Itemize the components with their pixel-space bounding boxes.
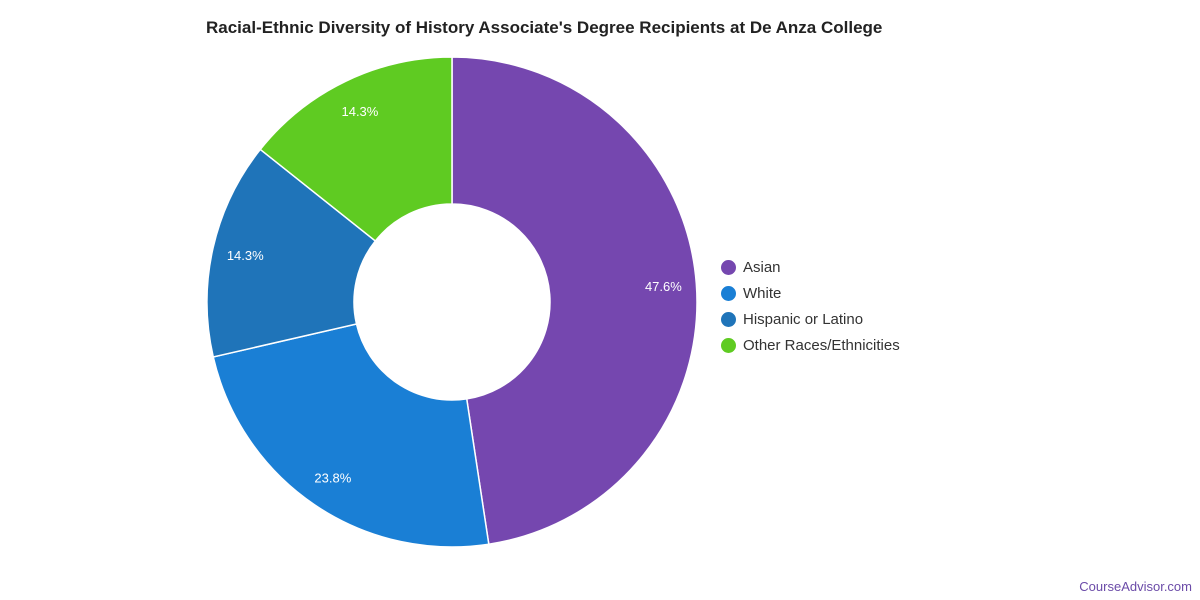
legend-item[interactable]: Hispanic or Latino: [721, 306, 900, 332]
legend-swatch-icon: [721, 311, 736, 327]
legend-swatch-icon: [721, 285, 736, 301]
legend: Asian White Hispanic or Latino Other Races/…: [721, 254, 900, 358]
legend-item[interactable]: White: [721, 280, 900, 306]
footer-brand[interactable]: CourseAdvisor.com: [1079, 579, 1192, 594]
legend-swatch-icon: [721, 337, 736, 353]
legend-label: Asian: [743, 258, 781, 276]
slice-hispanic-or-latino[interactable]: [206, 148, 377, 358]
slice-asian[interactable]: [451, 56, 698, 546]
slice-white[interactable]: [212, 323, 490, 548]
legend-item[interactable]: Other Races/Ethnicities: [721, 332, 900, 358]
data-label: 14.3%: [227, 248, 264, 263]
legend-label: Other Races/Ethnicities: [743, 336, 900, 354]
legend-label: White: [743, 284, 782, 302]
data-label: 14.3%: [341, 104, 378, 119]
legend-item[interactable]: Asian: [721, 254, 900, 280]
data-label: 47.6%: [645, 279, 682, 294]
legend-swatch-icon: [721, 259, 736, 275]
legend-label: Hispanic or Latino: [743, 310, 864, 328]
slice-other-races-ethnicities[interactable]: [259, 56, 453, 243]
data-label: 23.8%: [314, 470, 351, 485]
chart-title: Racial-Ethnic Diversity of History Assoc…: [206, 18, 883, 37]
